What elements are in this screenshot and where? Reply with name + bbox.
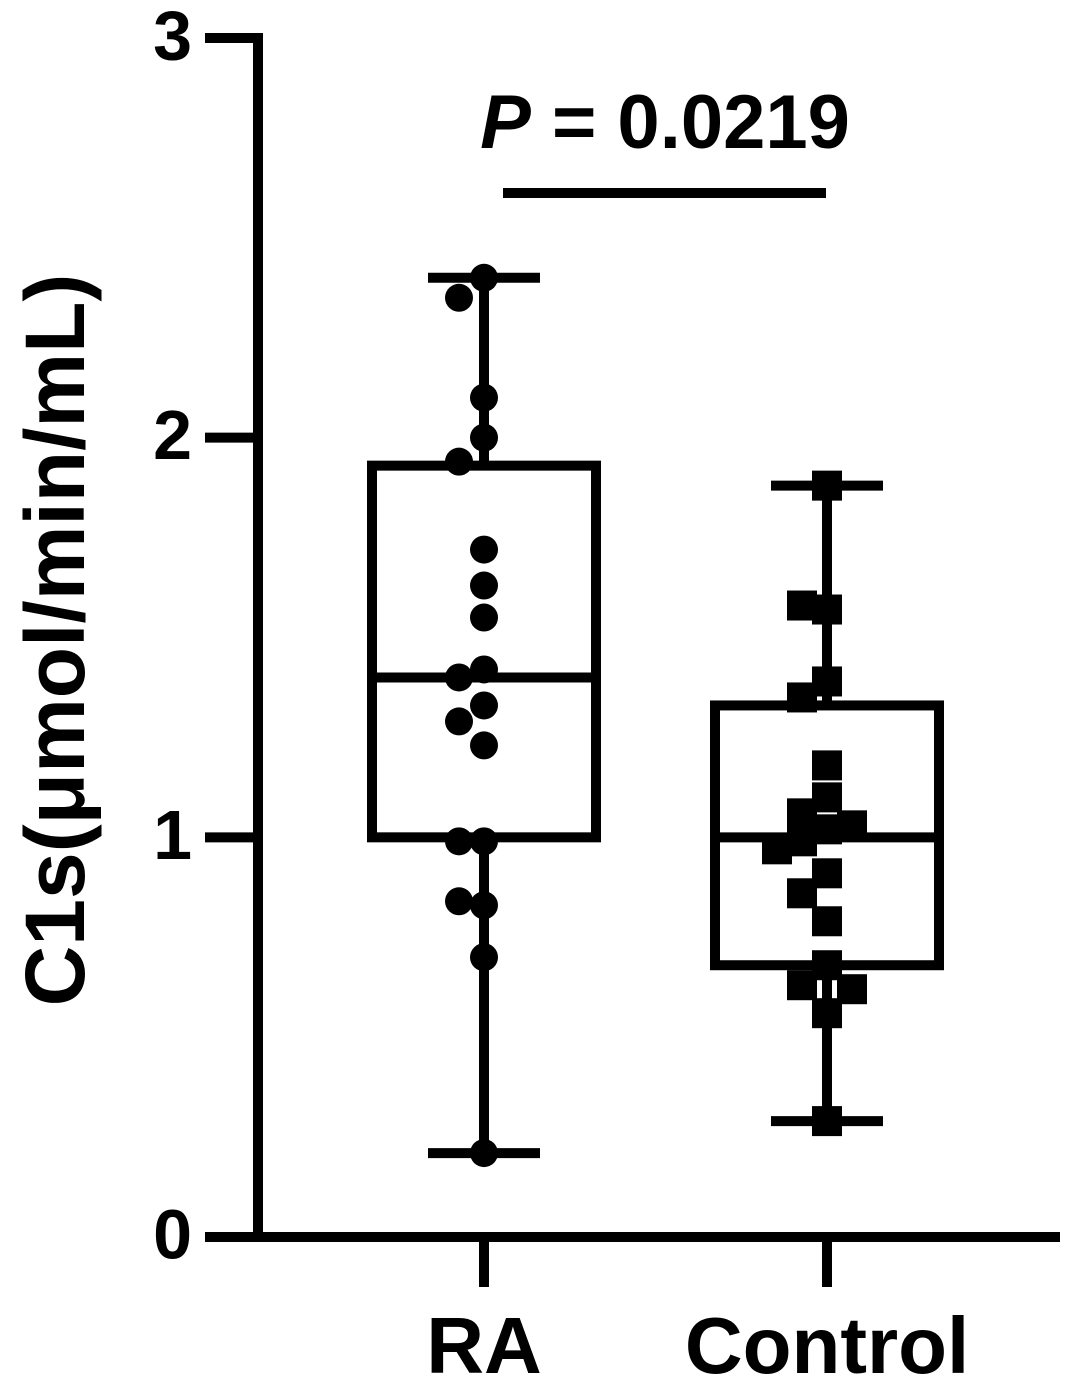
y-tick-label: 2 <box>153 396 192 474</box>
data-point <box>787 878 817 909</box>
data-point <box>445 447 473 476</box>
data-point <box>837 810 867 841</box>
data-point <box>470 827 498 856</box>
y-axis-label: C1s(μmol/min/mL) <box>8 274 102 1007</box>
data-point <box>445 887 473 916</box>
data-point <box>812 998 842 1029</box>
data-point <box>445 663 473 692</box>
data-point <box>787 590 817 621</box>
data-point <box>812 750 842 781</box>
annotation-text: = 0.0219 <box>552 80 850 165</box>
data-point <box>470 383 498 412</box>
x-tick-label: RA <box>426 1301 542 1390</box>
data-point <box>470 535 498 564</box>
data-point <box>787 798 817 829</box>
data-point <box>470 423 498 452</box>
data-point <box>762 834 792 865</box>
y-tick-label: 3 <box>153 0 192 74</box>
data-point <box>470 1139 498 1168</box>
data-point <box>812 906 842 937</box>
data-point <box>470 691 498 720</box>
data-point <box>470 603 498 632</box>
data-point <box>445 827 473 856</box>
data-point <box>470 263 498 292</box>
data-point <box>812 470 842 501</box>
y-tick-label: 1 <box>153 796 192 874</box>
data-point <box>470 943 498 972</box>
data-point <box>470 891 498 920</box>
data-point <box>470 731 498 760</box>
x-tick-label: Control <box>685 1301 969 1390</box>
data-point <box>787 682 817 713</box>
data-point <box>445 707 473 736</box>
data-point <box>470 655 498 684</box>
data-point <box>787 970 817 1001</box>
annotation-symbol: P <box>480 80 531 165</box>
data-point <box>470 571 498 600</box>
data-point <box>812 1106 842 1137</box>
box <box>367 460 601 843</box>
y-tick-label: 0 <box>153 1195 192 1273</box>
annotation: P = 0.0219 <box>480 80 850 165</box>
data-point <box>445 283 473 312</box>
